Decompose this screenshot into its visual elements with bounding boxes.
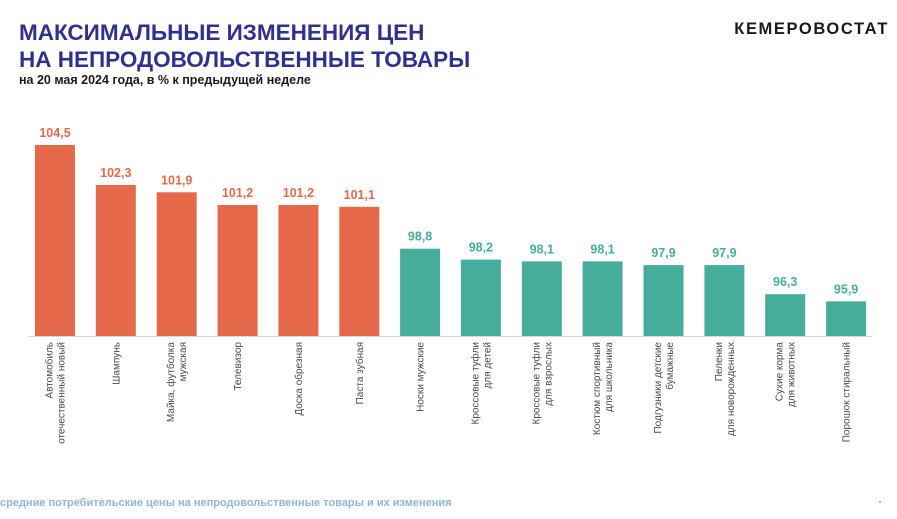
category-label-0-line-0: Автомобиль <box>44 342 56 399</box>
category-label-0-line-1: отечественный новый <box>57 342 68 444</box>
category-label-13: Порошок стиральный <box>842 342 853 442</box>
page-marker <box>879 501 881 503</box>
bar-chart: 104,5 102,3 101,9 101,2 101,2 101,1 98,8 98,2 98… <box>28 126 872 444</box>
bars-group <box>35 145 867 336</box>
category-label-10: Подгузники детские бумажные <box>653 342 676 434</box>
bar-8 <box>521 261 562 336</box>
bar-7 <box>460 259 501 336</box>
category-label-7-line-0: Кроссовые туфли <box>469 342 481 424</box>
category-label-2-line-0: Майка, футболка <box>165 342 177 422</box>
bar-11 <box>704 265 745 336</box>
value-label-12: 96,3 <box>773 275 797 289</box>
value-label-3: 101,2 <box>222 186 253 200</box>
category-label-7: Кроссовые туфли для детей <box>469 342 493 424</box>
category-label-12-line-0: Сухие корма <box>775 342 786 402</box>
value-label-10: 97,9 <box>651 246 675 260</box>
bar-1 <box>95 185 136 336</box>
bar-10 <box>643 265 684 336</box>
category-label-8-line-1: для взрослых <box>543 342 554 406</box>
bar-9 <box>582 261 623 336</box>
value-label-4: 101,2 <box>283 186 314 200</box>
value-label-11: 97,9 <box>712 246 736 260</box>
category-label-10-line-0: Подгузники детские <box>653 342 664 434</box>
title-line-1: МАКСИМАЛЬНЫЕ ИЗМЕНЕНИЯ ЦЕН <box>19 20 425 45</box>
bar-3 <box>217 205 258 336</box>
category-label-3: Телевизор <box>233 342 244 391</box>
value-label-9: 98,1 <box>590 242 614 256</box>
category-label-7-line-1: для детей <box>482 342 493 389</box>
bar-0 <box>35 145 75 336</box>
category-label-12-line-1: для животных <box>787 342 798 407</box>
category-label-3-line-0: Телевизор <box>233 342 244 391</box>
category-label-8: Кроссовые туфли для взрослых <box>530 342 554 424</box>
category-label-13-line-0: Порошок стиральный <box>842 342 853 442</box>
category-label-1-line-0: Шампунь <box>111 342 122 385</box>
category-label-6-line-0: Носки мужские <box>416 342 427 412</box>
category-label-12: Сухие корма для животных <box>775 342 798 407</box>
category-label-11-line-0: Пеленки <box>714 342 725 381</box>
brand-logo: КЕМЕРОВОСТАТ <box>734 20 889 38</box>
value-label-13: 95,9 <box>834 282 858 296</box>
category-label-4-line-0: Доска обрезная <box>293 342 305 416</box>
category-labels-group: Автомобиль отечественный новый Шампунь Майк… <box>44 342 853 444</box>
value-label-8: 98,1 <box>530 242 554 256</box>
value-label-7: 98,2 <box>469 241 493 255</box>
category-label-8-line-0: Кроссовые туфли <box>530 342 542 424</box>
value-label-2: 101,9 <box>161 173 192 187</box>
category-label-2-line-1: мужская <box>178 342 189 381</box>
bar-6 <box>400 248 441 336</box>
title-line-2: НА НЕПРОДОВОЛЬСТВЕННЫЕ ТОВАРЫ <box>19 47 471 72</box>
bar-13 <box>826 301 867 336</box>
value-label-5: 101,1 <box>344 188 375 202</box>
footer-link[interactable]: средние потребительские цены на непродов… <box>0 497 452 509</box>
value-labels-group: 104,5 102,3 101,9 101,2 101,2 101,1 98,8 98,2 98… <box>39 126 858 296</box>
chart-title: МАКСИМАЛЬНЫЕ ИЗМЕНЕНИЯ ЦЕН НА НЕПРОДОВОЛ… <box>19 19 470 73</box>
category-label-6: Носки мужские <box>416 342 427 412</box>
category-label-11-line-1: для новорожденных <box>726 342 737 436</box>
bar-4 <box>278 205 319 336</box>
category-label-9-line-1: для школьника <box>604 342 615 412</box>
bar-2 <box>156 192 197 336</box>
bar-5 <box>339 206 380 336</box>
value-label-6: 98,8 <box>408 230 432 244</box>
value-label-0: 104,5 <box>39 126 70 140</box>
category-label-2: Майка, футболка мужская <box>165 342 189 422</box>
category-label-9-line-0: Костюм спортивный <box>592 342 603 435</box>
category-label-1: Шампунь <box>111 342 122 385</box>
chart-subtitle: на 20 мая 2024 года, в % к предыдущей не… <box>19 73 311 87</box>
bar-12 <box>765 294 806 336</box>
category-label-4: Доска обрезная <box>293 342 305 416</box>
category-label-5-line-0: Паста зубная <box>354 342 366 404</box>
category-label-9: Костюм спортивный для школьника <box>592 342 615 436</box>
category-label-5: Паста зубная <box>354 342 366 404</box>
category-label-10-line-1: бумажные <box>664 342 676 390</box>
value-label-1: 102,3 <box>100 166 131 180</box>
category-label-0: Автомобиль отечественный новый <box>44 342 68 444</box>
category-label-11: Пеленки для новорожденных <box>714 342 737 436</box>
